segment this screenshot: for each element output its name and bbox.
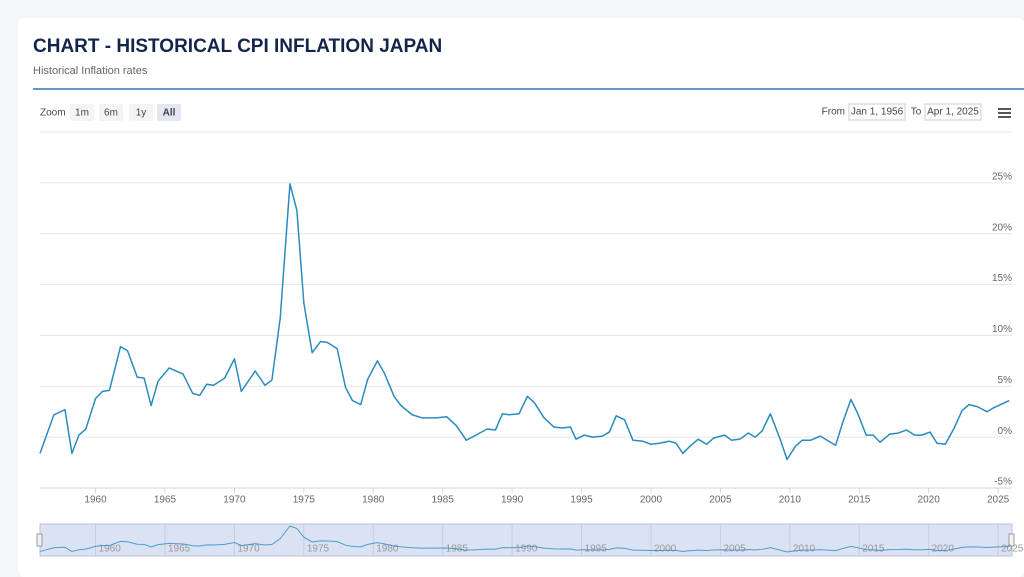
- x-tick-label: 1960: [84, 495, 107, 506]
- series-line: [39, 183, 1010, 461]
- navigator-handle[interactable]: [36, 533, 43, 547]
- navigator-tick-label: 1970: [237, 544, 260, 555]
- plot: -5% 0% 5% 10% 15% 20% 25% 1960 1960 1965 1965 1970 1…: [39, 171, 1024, 556]
- zoom-button[interactable]: [129, 104, 153, 121]
- menu-bar: [998, 108, 1011, 110]
- zoom-button[interactable]: [99, 104, 123, 121]
- navigator-tick-label: 2015: [862, 544, 885, 555]
- card: [18, 18, 1024, 577]
- zoom-button[interactable]: [70, 104, 94, 121]
- subtitle: Historical Inflation rates: [33, 65, 148, 77]
- y-tick-label: 0%: [998, 426, 1013, 437]
- y-tick-label: 5%: [998, 375, 1013, 386]
- navigator-handle[interactable]: [1008, 533, 1015, 547]
- navigator-tick-label: 2000: [654, 544, 677, 555]
- x-tick-label: 2025: [987, 495, 1010, 506]
- navigator-tick-label: 1995: [585, 544, 608, 555]
- navigator-tick-label: 1975: [307, 544, 330, 555]
- zoom-buttons: 1m 6m 1y All: [70, 104, 181, 121]
- to-date[interactable]: Apr 1, 2025: [927, 107, 979, 118]
- x-tick-label: 2000: [640, 495, 663, 506]
- zoom-button[interactable]: [157, 104, 181, 121]
- navigator-tick-label: 2010: [793, 544, 816, 555]
- y-tick-label: 10%: [992, 324, 1012, 335]
- navigator-tick-label: 2025: [1001, 544, 1024, 555]
- x-tick-label: 2010: [779, 495, 802, 506]
- from-input[interactable]: [848, 103, 906, 121]
- navigator-tick-label: 2005: [723, 544, 746, 555]
- navigator-tick-label: 1960: [99, 544, 122, 555]
- navigator-tick-label: 1990: [515, 544, 538, 555]
- x-tick-label: 1990: [501, 495, 524, 506]
- y-tick-label: 25%: [992, 171, 1012, 182]
- to-label: To: [911, 107, 922, 118]
- navigator-tick-label: 2020: [932, 544, 955, 555]
- zoom-button-label[interactable]: 1m: [75, 108, 89, 119]
- y-tick-label: 20%: [992, 222, 1012, 233]
- menu-bar: [998, 116, 1011, 118]
- x-tick-label: 1985: [432, 495, 455, 506]
- x-tick-label: 1965: [154, 495, 177, 506]
- zoom-label: Zoom: [40, 108, 66, 119]
- y-tick-label: -5%: [994, 477, 1012, 488]
- x-tick-label: 2015: [848, 495, 871, 506]
- navigator-tick-label: 1965: [168, 544, 191, 555]
- from-date[interactable]: Jan 1, 1956: [851, 107, 904, 118]
- zoom-button-label[interactable]: All: [163, 108, 176, 119]
- x-tick-label: 2005: [709, 495, 732, 506]
- x-tick-label: 1970: [223, 495, 246, 506]
- x-tick-label: 2020: [918, 495, 941, 506]
- x-tick-label: 1975: [293, 495, 316, 506]
- navigator[interactable]: [39, 523, 1013, 557]
- title: CHART - HISTORICAL CPI INFLATION JAPAN: [33, 36, 442, 57]
- x-tick-label: 1995: [570, 495, 593, 506]
- menu-bar: [998, 112, 1011, 114]
- navigator-line: [39, 525, 1010, 553]
- navigator-tick-label: 1980: [376, 544, 399, 555]
- menu-button[interactable]: [998, 108, 1011, 118]
- to-input[interactable]: [924, 103, 982, 121]
- zoom-button-label[interactable]: 6m: [104, 108, 118, 119]
- x-tick-label: 1980: [362, 495, 385, 506]
- from-label: From: [822, 107, 845, 118]
- zoom-button-label[interactable]: 1y: [136, 108, 147, 119]
- y-tick-label: 15%: [992, 273, 1012, 284]
